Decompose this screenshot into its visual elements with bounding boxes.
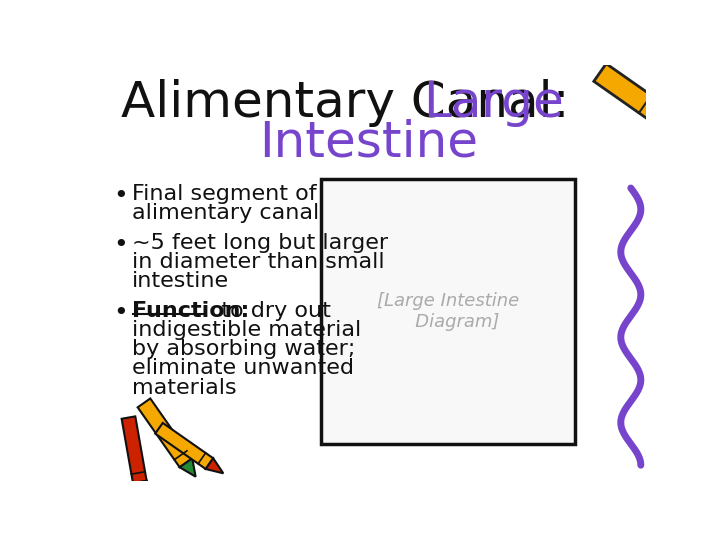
FancyBboxPatch shape <box>321 179 575 444</box>
Text: Intestine: Intestine <box>259 119 479 167</box>
Text: •: • <box>113 233 128 257</box>
Text: [Large Intestine
   Diagram]: [Large Intestine Diagram] <box>377 292 519 330</box>
Text: by absorbing water;: by absorbing water; <box>132 339 355 360</box>
Text: to dry out: to dry out <box>207 301 331 321</box>
Polygon shape <box>122 416 147 483</box>
Polygon shape <box>133 481 147 499</box>
Polygon shape <box>676 121 701 143</box>
Polygon shape <box>138 399 192 467</box>
Text: ~5 feet long but larger: ~5 feet long but larger <box>132 233 388 253</box>
Text: materials: materials <box>132 377 236 397</box>
Text: in diameter than small: in diameter than small <box>132 252 384 272</box>
Text: intestine: intestine <box>132 271 229 291</box>
Text: Alimentary Canal:: Alimentary Canal: <box>121 79 601 127</box>
Polygon shape <box>594 64 688 139</box>
Text: indigestible material: indigestible material <box>132 320 361 340</box>
Text: Large: Large <box>423 79 564 127</box>
Polygon shape <box>156 423 213 469</box>
Polygon shape <box>179 458 196 477</box>
Text: alimentary canal: alimentary canal <box>132 203 319 223</box>
Text: Final segment of: Final segment of <box>132 184 317 204</box>
Text: eliminate unwanted: eliminate unwanted <box>132 359 354 379</box>
Text: Function:: Function: <box>132 301 249 321</box>
Text: •: • <box>113 301 128 325</box>
Polygon shape <box>206 458 223 474</box>
Text: •: • <box>113 184 128 208</box>
